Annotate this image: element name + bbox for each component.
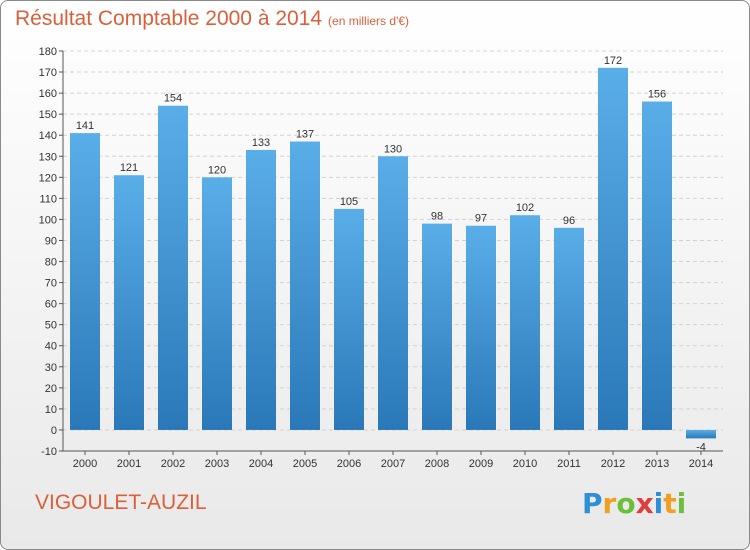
data-label: 141 xyxy=(76,120,94,132)
data-label: 133 xyxy=(252,137,270,149)
chart-title-block: Résultat Comptable 2000 à 2014 (en millie… xyxy=(15,7,409,31)
bars xyxy=(70,67,716,439)
data-label: 121 xyxy=(120,162,138,174)
y-tick-label: 0 xyxy=(51,425,57,437)
y-tick-label: 110 xyxy=(39,193,57,205)
y-tick-label: 150 xyxy=(39,109,57,121)
y-tick-label: 160 xyxy=(39,88,57,100)
x-tick-label: 2000 xyxy=(73,458,97,470)
y-tick-label: 140 xyxy=(39,130,57,142)
y-tick-label: 20 xyxy=(45,383,57,395)
x-tick-label: 2004 xyxy=(249,458,273,470)
x-tick-label: 2010 xyxy=(513,458,537,470)
y-tick-label: 60 xyxy=(45,299,57,311)
y-tick-label: 10 xyxy=(45,404,57,416)
bar-2002 xyxy=(158,105,188,430)
x-tick-label: 2003 xyxy=(205,458,229,470)
place-name: VIGOULET-AUZIL xyxy=(35,491,207,514)
bar-2014 xyxy=(686,429,716,439)
data-label: 97 xyxy=(475,213,487,225)
y-tick-label: 80 xyxy=(45,257,57,269)
bar-2000 xyxy=(70,133,100,430)
bar-chart: -10 0 10 20 30 40 50 60 70 80 90 100 110 120 130 140 150… xyxy=(39,46,723,470)
x-tick-label: 2011 xyxy=(557,458,581,470)
data-label: -4 xyxy=(696,441,706,453)
data-labels: 141 121 154 120 133 137 105 130 98 97 102 96 172 156 -… xyxy=(76,55,706,454)
x-tick-label: 2012 xyxy=(601,458,625,470)
data-label: 120 xyxy=(208,164,226,176)
x-tick-label: 2006 xyxy=(337,458,361,470)
y-tick-label: 70 xyxy=(45,278,57,290)
data-label: 105 xyxy=(340,196,358,208)
data-label: 154 xyxy=(164,93,182,105)
logo-letter: o xyxy=(616,487,636,520)
y-tick-label: 40 xyxy=(45,341,57,353)
logo-letter: i xyxy=(676,487,687,520)
bar-2011 xyxy=(554,227,584,430)
data-label: 130 xyxy=(384,143,402,155)
chart-title: Résultat Comptable 2000 à 2014 xyxy=(15,7,323,30)
x-tick-label: 2005 xyxy=(293,458,317,470)
x-tick-label: 2008 xyxy=(425,458,449,470)
axes: -10 0 10 20 30 40 50 60 70 80 90 100 110 120 130 140 150… xyxy=(39,46,723,470)
bar-2006 xyxy=(334,208,364,430)
x-tick-label: 2007 xyxy=(381,458,405,470)
y-tick-label: 120 xyxy=(39,172,57,184)
bar-2008 xyxy=(422,223,452,430)
x-tick-label: 2001 xyxy=(117,458,141,470)
y-tick-label: -10 xyxy=(41,446,57,458)
logo-letter: r xyxy=(602,487,617,520)
x-tick-label: 2009 xyxy=(469,458,493,470)
bar-2009 xyxy=(466,225,496,430)
bar-2001 xyxy=(114,175,144,430)
x-tick-label: 2014 xyxy=(689,458,713,470)
proxiti-logo: Proxiti xyxy=(582,487,686,520)
data-label: 137 xyxy=(296,129,314,141)
logo-letter: x xyxy=(635,487,654,520)
logo-letter: i xyxy=(653,487,664,520)
bar-2005 xyxy=(290,141,320,430)
bar-2004 xyxy=(246,149,276,430)
y-tick-label: 50 xyxy=(45,320,57,332)
x-tick-label: 2013 xyxy=(645,458,669,470)
data-label: 156 xyxy=(648,89,666,101)
bar-2010 xyxy=(510,215,540,430)
y-tick-label: 30 xyxy=(45,362,57,374)
data-label: 96 xyxy=(563,215,575,227)
logo-letter: P xyxy=(582,487,603,520)
y-tick-label: 100 xyxy=(39,214,57,226)
y-tick-label: 130 xyxy=(39,151,57,163)
y-tick-label: 170 xyxy=(39,67,57,79)
logo-letter: t xyxy=(663,487,677,520)
data-label: 102 xyxy=(516,202,534,214)
bar-2003 xyxy=(202,177,232,430)
bar-2012 xyxy=(598,67,628,430)
chart-subtitle: (en milliers d'€) xyxy=(328,14,410,28)
bar-2007 xyxy=(378,156,408,430)
data-label: 172 xyxy=(604,55,622,67)
data-label: 98 xyxy=(431,211,443,223)
y-tick-label: 180 xyxy=(39,46,57,58)
y-tick-label: 90 xyxy=(45,235,57,247)
bar-2013 xyxy=(642,101,672,430)
x-tick-label: 2002 xyxy=(161,458,185,470)
